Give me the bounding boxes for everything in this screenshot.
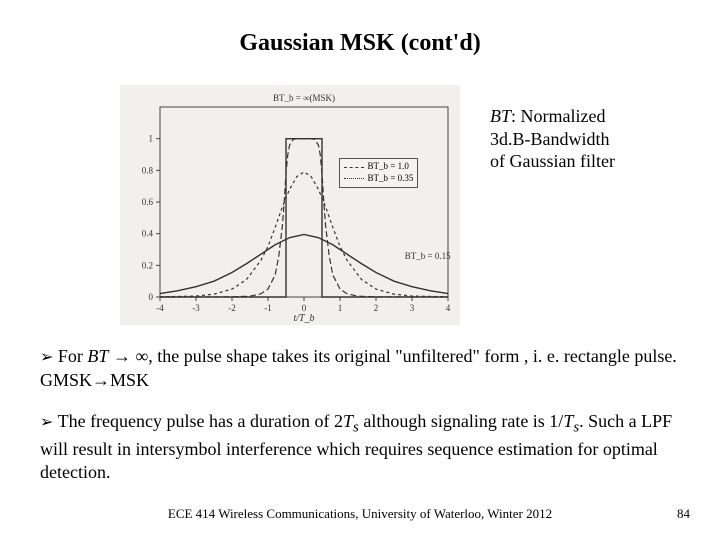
svg-text:BT_b = 0.15: BT_b = 0.15 bbox=[405, 251, 451, 261]
svg-text:0.4: 0.4 bbox=[142, 229, 154, 239]
svg-text:1: 1 bbox=[149, 134, 154, 144]
svg-text:-2: -2 bbox=[228, 303, 236, 313]
svg-text:0.6: 0.6 bbox=[142, 197, 154, 207]
chart-legend: BT_b = 1.0BT_b = 0.35 bbox=[339, 158, 419, 187]
bullet-2: ➢ The frequency pulse has a duration of … bbox=[40, 410, 680, 485]
svg-text:2: 2 bbox=[374, 303, 379, 313]
page-title: Gaussian MSK (cont'd) bbox=[0, 0, 720, 57]
bt-symbol: BT bbox=[490, 106, 511, 126]
svg-text:-3: -3 bbox=[192, 303, 200, 313]
bullet-1: ➢ For BT → ∞, the pulse shape takes its … bbox=[40, 345, 680, 392]
svg-text:4: 4 bbox=[446, 303, 451, 313]
svg-text:0: 0 bbox=[302, 303, 307, 313]
footer-text: ECE 414 Wireless Communications, Univers… bbox=[0, 506, 720, 522]
svg-text:-1: -1 bbox=[264, 303, 272, 313]
svg-text:1: 1 bbox=[338, 303, 343, 313]
page-number: 84 bbox=[677, 506, 690, 522]
svg-text:0.2: 0.2 bbox=[142, 260, 153, 270]
svg-text:0.8: 0.8 bbox=[142, 165, 154, 175]
svg-text:0: 0 bbox=[149, 292, 154, 302]
bt-annotation: BT: Normalized 3d.B-Bandwidth of Gaussia… bbox=[490, 105, 615, 173]
svg-text:3: 3 bbox=[410, 303, 415, 313]
svg-text:-4: -4 bbox=[156, 303, 164, 313]
gmsk-pulse-chart: -4 -3 -2 -1 0 1 2 3 4 0 0.2 0.4 0.6 0.8 1 t/T_b BT_b = ∞… bbox=[120, 85, 460, 325]
svg-text:t/T_b: t/T_b bbox=[293, 313, 314, 324]
svg-text:BT_b = ∞(MSK): BT_b = ∞(MSK) bbox=[273, 93, 335, 103]
